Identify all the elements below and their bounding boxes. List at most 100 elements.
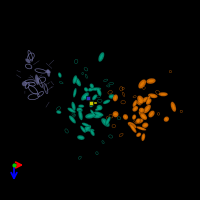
Ellipse shape bbox=[131, 126, 135, 131]
Ellipse shape bbox=[81, 92, 89, 101]
Ellipse shape bbox=[35, 74, 39, 85]
Ellipse shape bbox=[74, 90, 76, 96]
Ellipse shape bbox=[80, 126, 86, 133]
Ellipse shape bbox=[89, 130, 93, 131]
Ellipse shape bbox=[57, 111, 60, 113]
Ellipse shape bbox=[100, 54, 103, 60]
Ellipse shape bbox=[77, 107, 83, 112]
Ellipse shape bbox=[130, 124, 137, 133]
Ellipse shape bbox=[140, 109, 143, 112]
Ellipse shape bbox=[104, 101, 109, 103]
Ellipse shape bbox=[76, 79, 80, 84]
Ellipse shape bbox=[146, 78, 156, 84]
Ellipse shape bbox=[73, 104, 75, 109]
Ellipse shape bbox=[128, 122, 136, 128]
Ellipse shape bbox=[146, 96, 150, 104]
Ellipse shape bbox=[56, 110, 61, 114]
Ellipse shape bbox=[148, 80, 154, 82]
Ellipse shape bbox=[160, 93, 166, 95]
Ellipse shape bbox=[137, 134, 140, 136]
Ellipse shape bbox=[171, 102, 176, 112]
Ellipse shape bbox=[123, 114, 128, 120]
Ellipse shape bbox=[85, 88, 87, 91]
Ellipse shape bbox=[165, 118, 168, 121]
Ellipse shape bbox=[85, 126, 89, 130]
Ellipse shape bbox=[146, 98, 152, 105]
Ellipse shape bbox=[75, 77, 81, 86]
Ellipse shape bbox=[69, 109, 74, 112]
Ellipse shape bbox=[114, 113, 117, 115]
Ellipse shape bbox=[89, 88, 93, 90]
Ellipse shape bbox=[46, 70, 51, 74]
Ellipse shape bbox=[150, 95, 156, 97]
Ellipse shape bbox=[101, 118, 110, 127]
Ellipse shape bbox=[79, 112, 82, 118]
Ellipse shape bbox=[97, 105, 102, 110]
Ellipse shape bbox=[89, 101, 94, 107]
Ellipse shape bbox=[59, 73, 61, 77]
Ellipse shape bbox=[90, 102, 93, 106]
Ellipse shape bbox=[141, 133, 145, 141]
Ellipse shape bbox=[147, 100, 150, 103]
Ellipse shape bbox=[73, 88, 77, 97]
Ellipse shape bbox=[137, 100, 143, 104]
Ellipse shape bbox=[94, 88, 99, 90]
Ellipse shape bbox=[69, 115, 76, 123]
Ellipse shape bbox=[81, 127, 85, 131]
Ellipse shape bbox=[110, 96, 114, 97]
Ellipse shape bbox=[91, 111, 95, 115]
Ellipse shape bbox=[95, 115, 100, 117]
Ellipse shape bbox=[97, 88, 102, 96]
Ellipse shape bbox=[92, 87, 101, 91]
Ellipse shape bbox=[67, 108, 76, 113]
Ellipse shape bbox=[91, 131, 94, 135]
Ellipse shape bbox=[137, 120, 142, 122]
Ellipse shape bbox=[148, 111, 155, 118]
Ellipse shape bbox=[139, 110, 146, 120]
Ellipse shape bbox=[140, 97, 149, 103]
Ellipse shape bbox=[85, 113, 96, 119]
Ellipse shape bbox=[87, 115, 93, 117]
Ellipse shape bbox=[135, 118, 143, 124]
Ellipse shape bbox=[136, 101, 140, 104]
Ellipse shape bbox=[136, 126, 146, 131]
Ellipse shape bbox=[143, 124, 147, 126]
Ellipse shape bbox=[98, 106, 101, 109]
Ellipse shape bbox=[58, 72, 62, 78]
Bar bbox=[86, 96, 90, 100]
Ellipse shape bbox=[70, 117, 74, 122]
Ellipse shape bbox=[142, 122, 148, 128]
Ellipse shape bbox=[92, 94, 97, 100]
Ellipse shape bbox=[98, 52, 104, 62]
Ellipse shape bbox=[106, 118, 109, 124]
Ellipse shape bbox=[82, 123, 89, 127]
Ellipse shape bbox=[138, 127, 144, 130]
Bar bbox=[94, 102, 97, 104]
Ellipse shape bbox=[22, 81, 27, 86]
Ellipse shape bbox=[96, 108, 100, 110]
Ellipse shape bbox=[77, 135, 85, 140]
Ellipse shape bbox=[133, 100, 137, 107]
Bar bbox=[89, 101, 93, 105]
Ellipse shape bbox=[114, 96, 117, 100]
Ellipse shape bbox=[147, 97, 149, 102]
Ellipse shape bbox=[130, 123, 135, 127]
Ellipse shape bbox=[79, 105, 83, 107]
Ellipse shape bbox=[83, 94, 87, 99]
Ellipse shape bbox=[134, 102, 136, 106]
Ellipse shape bbox=[93, 113, 102, 118]
Ellipse shape bbox=[142, 115, 146, 118]
Ellipse shape bbox=[84, 97, 89, 99]
Ellipse shape bbox=[113, 111, 119, 117]
Ellipse shape bbox=[103, 120, 108, 125]
Ellipse shape bbox=[98, 90, 100, 94]
Ellipse shape bbox=[90, 130, 95, 136]
Ellipse shape bbox=[25, 58, 31, 63]
Ellipse shape bbox=[78, 104, 84, 108]
Ellipse shape bbox=[71, 102, 76, 111]
Ellipse shape bbox=[113, 94, 118, 101]
Ellipse shape bbox=[84, 125, 91, 132]
Ellipse shape bbox=[47, 69, 50, 77]
Ellipse shape bbox=[140, 113, 147, 120]
Ellipse shape bbox=[159, 92, 168, 96]
